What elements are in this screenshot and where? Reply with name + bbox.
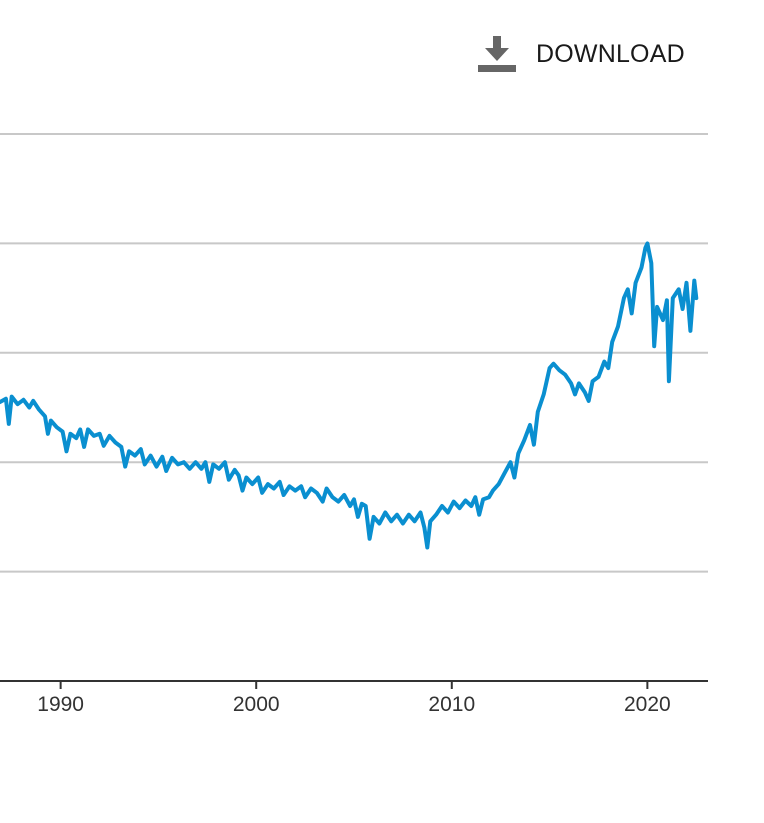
download-icon: [478, 36, 516, 72]
x-tick-label: 2000: [233, 693, 280, 716]
x-tick-label: 2010: [428, 693, 475, 716]
x-tick-label: 1990: [37, 693, 84, 716]
download-button[interactable]: DOWNLOAD: [476, 30, 685, 78]
x-tick-label: 2020: [624, 693, 671, 716]
download-label: DOWNLOAD: [536, 39, 685, 68]
gridlines: [0, 133, 708, 573]
x-axis-ticks: 1990 2000 2010 2020: [37, 681, 671, 716]
series-line: [0, 241, 699, 550]
